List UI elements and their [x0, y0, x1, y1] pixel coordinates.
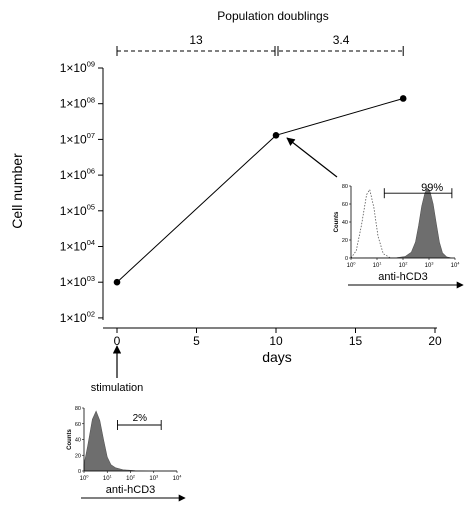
inset-x-label: anti-hCD3 — [378, 271, 428, 283]
inset-x-tick-label: 103 — [149, 474, 158, 482]
inset-right-histogram: 0 20 40 60 80 100 101 102 103 104 Counts 99% anti-hC… — [334, 182, 464, 289]
inset-x-tick-label: 100 — [347, 261, 356, 269]
x-tick-label: 10 — [269, 334, 283, 348]
gate-percent: 2% — [133, 413, 148, 424]
series-line — [113, 95, 407, 286]
inset-x-tick-label: 102 — [399, 261, 408, 269]
inset-y-tick-label: 40 — [75, 438, 81, 444]
x-tick-label: 5 — [193, 334, 200, 348]
inset-y-tick-label: 60 — [75, 422, 81, 428]
inset-y-tick-label: 0 — [78, 469, 81, 475]
y-tick-label: 1×1005 — [60, 202, 95, 217]
y-tick-label: 1×1006 — [60, 167, 95, 182]
y-axis-label: Cell number — [9, 153, 25, 229]
inset-y-tick-label: 60 — [342, 202, 348, 208]
doubling-label: 13 — [189, 33, 203, 47]
inset-left-histogram: 0 20 40 60 80 100 101 102 103 104 Counts 2% anti-hCD… — [67, 406, 186, 502]
data-point — [399, 95, 407, 102]
x-tick-label: 15 — [349, 334, 363, 348]
inset-y-tick-label: 20 — [342, 238, 348, 244]
data-point — [272, 132, 280, 139]
inset-y-label: Counts — [334, 211, 340, 232]
isotype-control-curve — [350, 188, 391, 259]
x-ticks: 0 5 10 15 20 — [114, 328, 442, 348]
y-tick-label: 1×1004 — [60, 238, 95, 253]
series-path — [116, 98, 404, 283]
doublings-title: Population doublings — [217, 9, 328, 23]
x-tick-label: 20 — [428, 334, 442, 348]
inset-y-tick-label: 80 — [342, 184, 348, 190]
inset-x-tick-label: 102 — [126, 474, 135, 482]
y-tick-label: 1×1003 — [60, 274, 95, 289]
inset-x-tick-label: 101 — [373, 261, 382, 269]
stimulation-label: stimulation — [91, 382, 144, 394]
x-tick-label: 0 — [114, 334, 121, 348]
data-point — [113, 278, 121, 286]
inset-x-tick-label: 104 — [451, 261, 460, 269]
inset-y-label: Counts — [67, 429, 73, 450]
inset-y-tick-label: 20 — [75, 453, 81, 459]
histogram-fill — [83, 410, 177, 472]
inset-y-tick-label: 40 — [342, 220, 348, 226]
inset-x-tick-label: 104 — [173, 474, 182, 482]
inset-y-tick-label: 0 — [345, 256, 348, 262]
y-tick-label: 1×1002 — [60, 310, 95, 325]
inset-x-tick-label: 101 — [103, 474, 112, 482]
inset-y-tick-label: 80 — [75, 406, 81, 412]
inset-x-tick-label: 100 — [80, 474, 89, 482]
inset-x-label: anti-hCD3 — [106, 484, 156, 496]
inset-x-tick-label: 103 — [425, 261, 434, 269]
doubling-label: 3.4 — [333, 33, 350, 47]
y-tick-label: 1×1009 — [60, 60, 95, 75]
x-axis-label: days — [262, 349, 292, 365]
histogram-fill — [350, 187, 455, 259]
inset-pointer-arrow — [286, 137, 338, 178]
doublings-bracket: 13 3.4 — [116, 33, 404, 56]
y-tick-label: 1×1007 — [60, 131, 95, 146]
y-tick-label: 1×1008 — [60, 95, 95, 110]
y-ticks: 1×1002 1×1003 1×1004 1×1005 1×1006 1×1007 1×10… — [60, 60, 103, 325]
gate-percent: 99% — [421, 182, 443, 194]
